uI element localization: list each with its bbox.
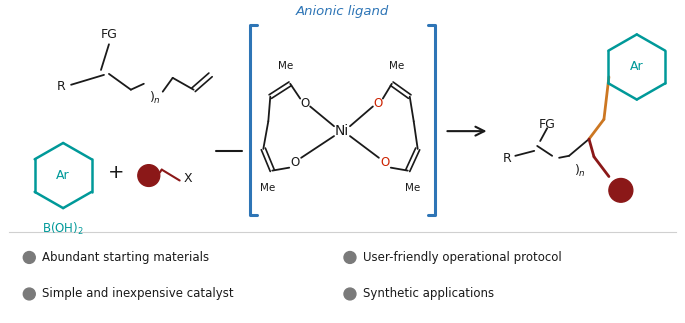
Circle shape [344, 252, 356, 263]
Text: $)_n$: $)_n$ [574, 162, 586, 179]
Text: R: R [503, 152, 512, 165]
Text: O: O [301, 97, 310, 110]
Text: R: R [57, 80, 66, 93]
Text: User-friendly operational protocol: User-friendly operational protocol [363, 251, 562, 264]
Text: Me: Me [389, 61, 404, 71]
Text: O: O [290, 156, 300, 169]
Text: X: X [184, 172, 192, 185]
Text: Ni: Ni [335, 124, 349, 138]
Text: Me: Me [405, 183, 421, 193]
Text: Synthetic applications: Synthetic applications [363, 287, 494, 300]
Text: Ar: Ar [56, 169, 70, 182]
Text: $)_n$: $)_n$ [149, 89, 161, 106]
Text: Anionic ligand: Anionic ligand [296, 5, 389, 18]
Text: Ar: Ar [630, 60, 644, 74]
Circle shape [23, 288, 35, 300]
Text: B(OH)$_2$: B(OH)$_2$ [42, 221, 84, 237]
Text: FG: FG [101, 28, 117, 41]
Text: FG: FG [538, 118, 556, 131]
Text: Simple and inexpensive catalyst: Simple and inexpensive catalyst [42, 287, 234, 300]
Text: O: O [373, 97, 382, 110]
Circle shape [609, 179, 633, 202]
Circle shape [138, 165, 160, 186]
Circle shape [23, 252, 35, 263]
Text: +: + [108, 163, 124, 182]
Text: Abundant starting materials: Abundant starting materials [42, 251, 210, 264]
Text: Me: Me [277, 61, 293, 71]
Circle shape [344, 288, 356, 300]
Text: Me: Me [260, 183, 275, 193]
Text: O: O [380, 156, 390, 169]
